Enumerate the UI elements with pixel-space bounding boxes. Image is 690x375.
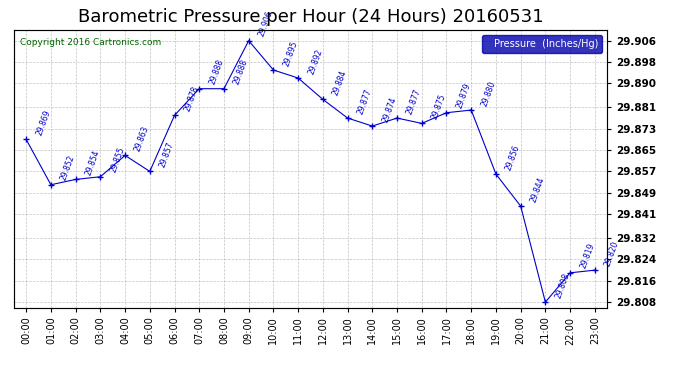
Text: 29.884: 29.884 bbox=[331, 69, 348, 97]
Text: 29.855: 29.855 bbox=[108, 146, 126, 174]
Text: 29.869: 29.869 bbox=[34, 109, 52, 136]
Text: 29.877: 29.877 bbox=[356, 87, 373, 115]
Title: Barometric Pressure per Hour (24 Hours) 20160531: Barometric Pressure per Hour (24 Hours) … bbox=[78, 8, 543, 26]
Text: 29.854: 29.854 bbox=[84, 148, 101, 177]
Text: 29.820: 29.820 bbox=[603, 240, 620, 267]
Text: 29.857: 29.857 bbox=[158, 141, 176, 169]
Text: 29.895: 29.895 bbox=[282, 39, 299, 67]
Text: 29.874: 29.874 bbox=[381, 95, 398, 123]
Text: 29.863: 29.863 bbox=[133, 124, 151, 153]
Text: 29.880: 29.880 bbox=[480, 80, 497, 107]
Legend: Pressure  (Inches/Hg): Pressure (Inches/Hg) bbox=[482, 35, 602, 52]
Text: 29.808: 29.808 bbox=[553, 272, 571, 299]
Text: 29.888: 29.888 bbox=[233, 58, 250, 86]
Text: 29.892: 29.892 bbox=[306, 47, 324, 75]
Text: 29.878: 29.878 bbox=[183, 85, 200, 112]
Text: 29.906: 29.906 bbox=[257, 10, 275, 38]
Text: 29.879: 29.879 bbox=[455, 82, 473, 110]
Text: 29.856: 29.856 bbox=[504, 143, 522, 171]
Text: 29.875: 29.875 bbox=[430, 93, 448, 121]
Text: 29.819: 29.819 bbox=[578, 242, 596, 270]
Text: 29.844: 29.844 bbox=[529, 176, 546, 203]
Text: Copyright 2016 Cartronics.com: Copyright 2016 Cartronics.com bbox=[20, 38, 161, 47]
Text: 29.877: 29.877 bbox=[405, 87, 423, 115]
Text: 29.888: 29.888 bbox=[208, 58, 225, 86]
Text: 29.852: 29.852 bbox=[59, 154, 77, 182]
